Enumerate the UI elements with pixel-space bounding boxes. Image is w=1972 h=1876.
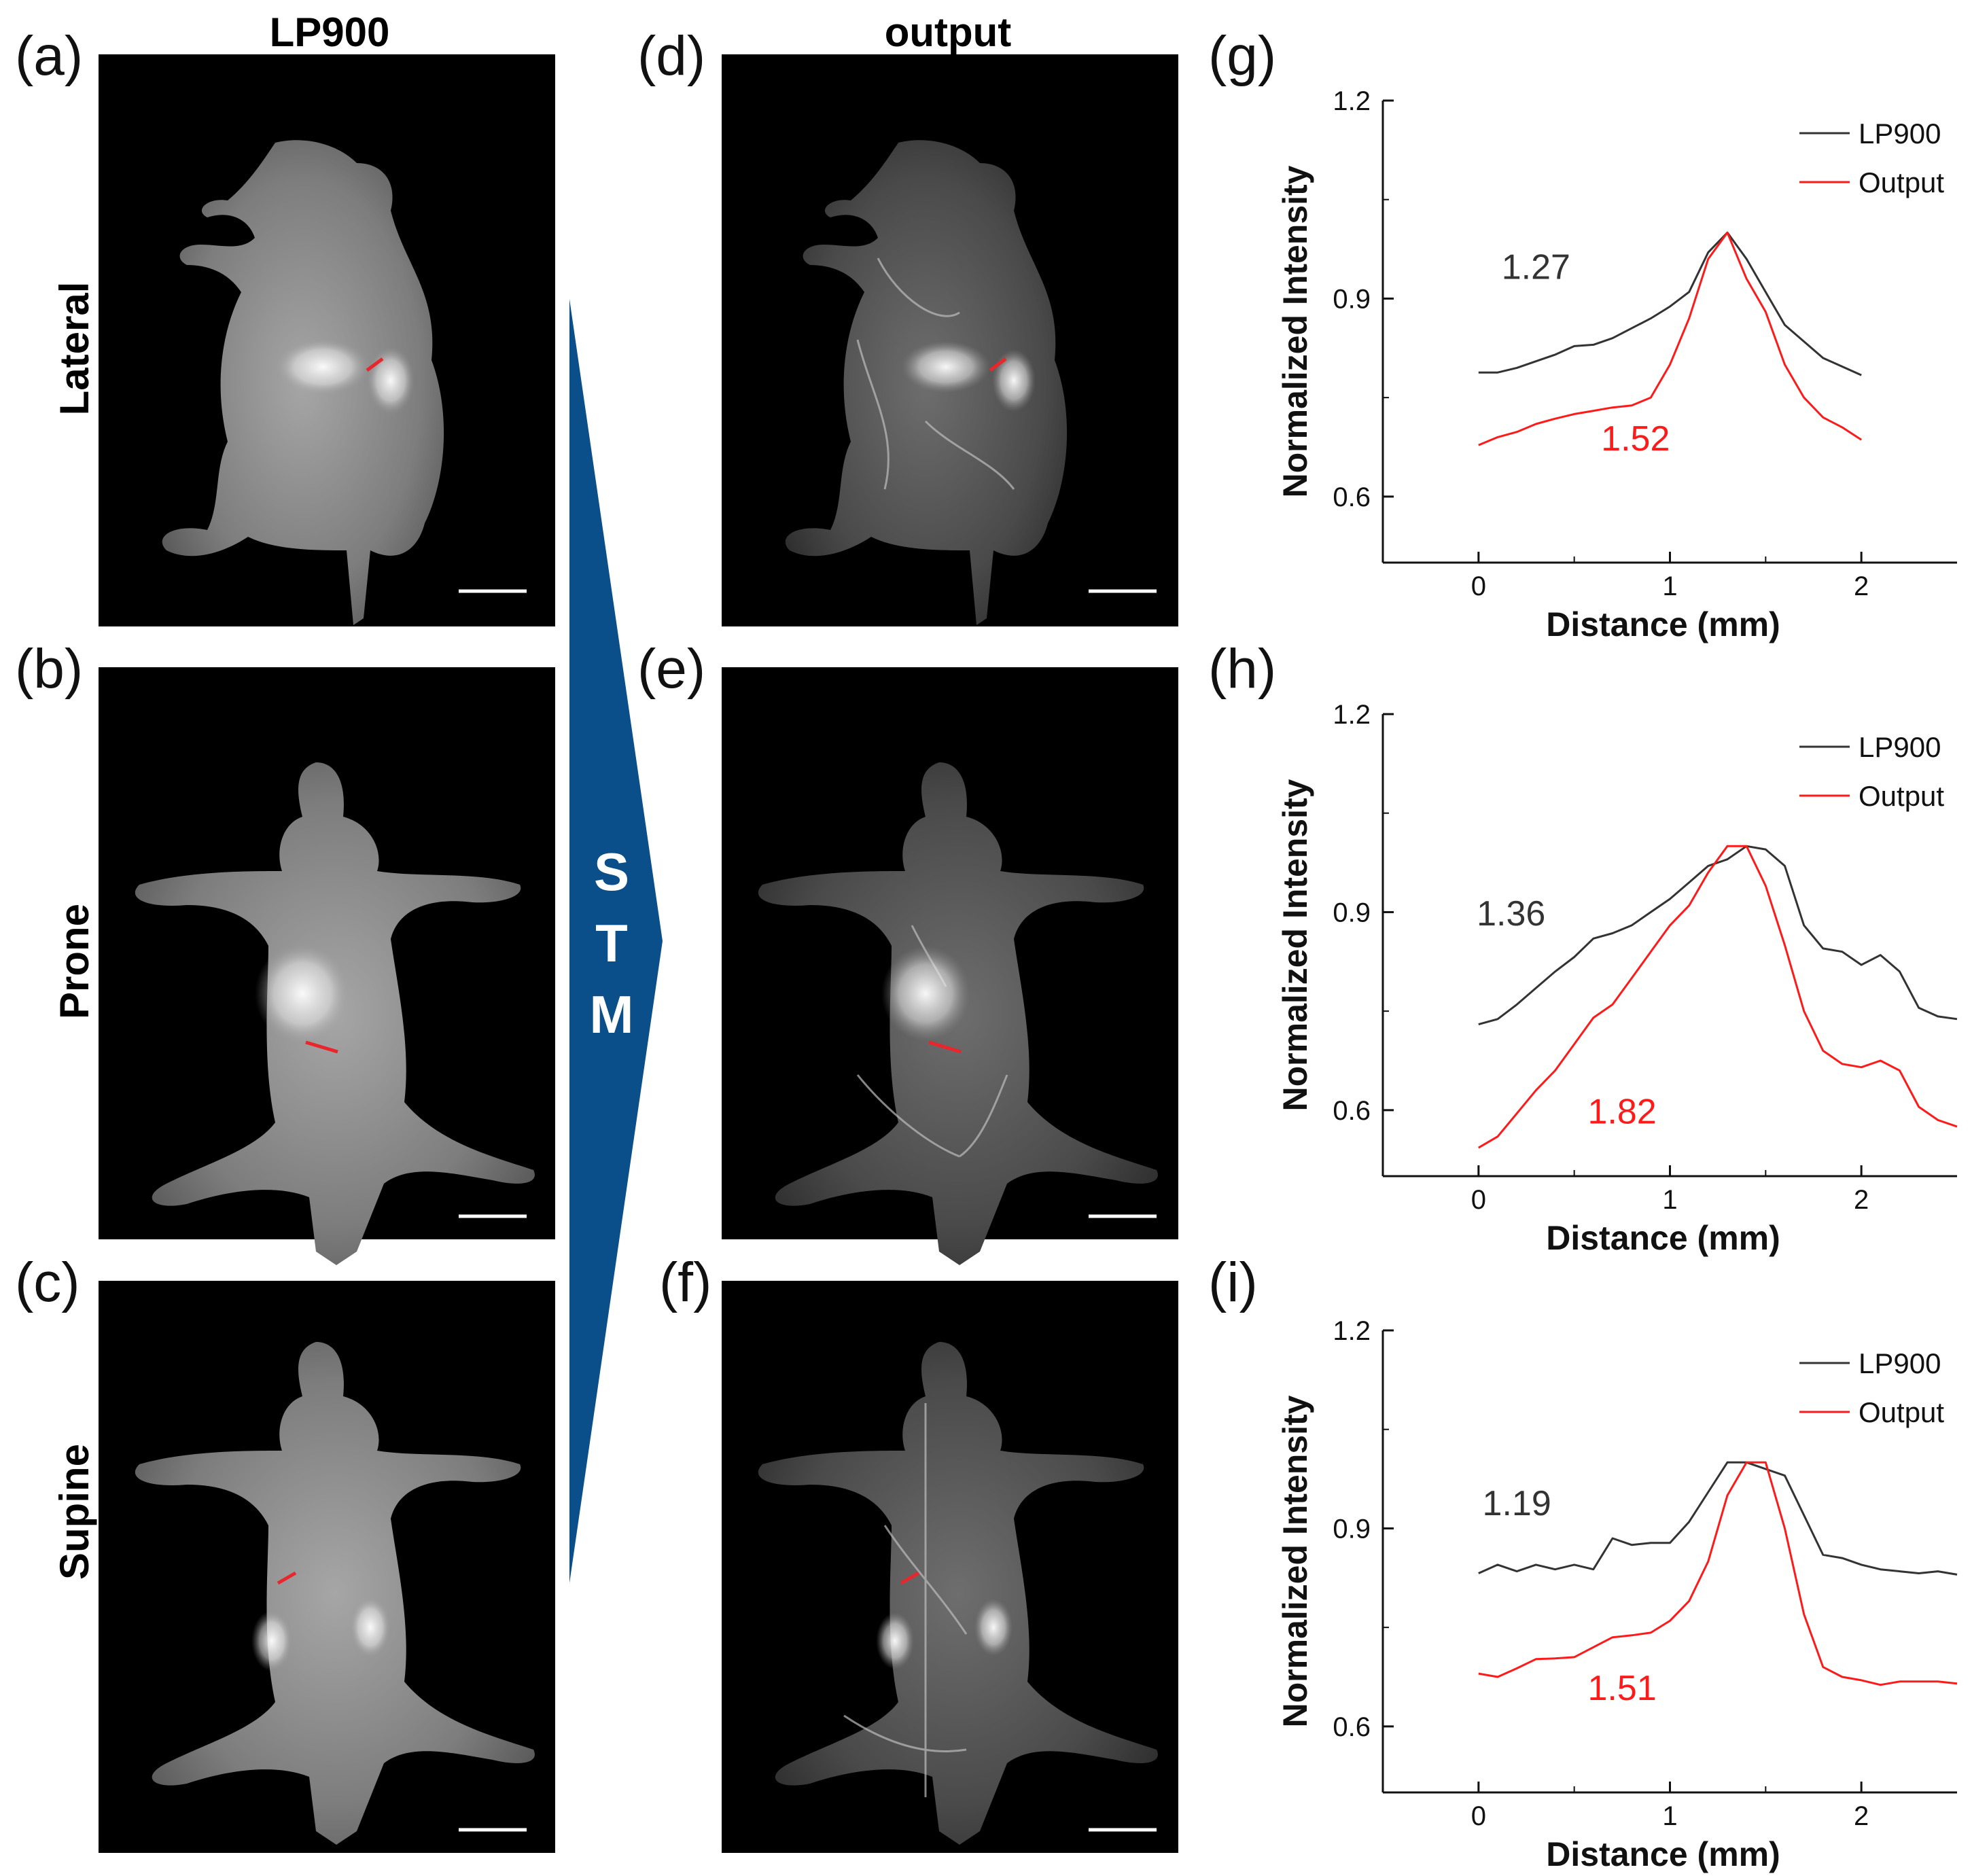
y-tick-label: 0.6 [1333,1712,1371,1742]
y-tick-label: 1.2 [1333,86,1371,116]
panel-label-c: (c) [15,1252,80,1313]
panel-label-e: (e) [637,638,705,700]
image-prone-lp900 [99,667,555,1265]
y-tick-label: 1.2 [1333,700,1371,730]
panel-label-a: (a) [15,25,83,87]
x-tick-label: 1 [1662,571,1677,601]
panel-label-f: (f) [659,1252,711,1313]
annotation-value: 1.51 [1587,1669,1656,1708]
series-line-lp900 [1478,1461,1958,1576]
row-title-prone: Prone [52,904,97,1019]
x-tick-label: 0 [1471,1801,1486,1831]
y-axis-title: Normalized Intensity [1276,779,1314,1111]
x-tick-label: 2 [1854,1801,1869,1831]
x-tick-label: 2 [1854,1185,1869,1215]
image-lateral-lp900 [99,54,555,626]
x-axis-title: Distance (mm) [1546,1835,1780,1873]
panel-label-h: (h) [1208,638,1276,700]
legend-label: LP900 [1859,118,1941,149]
y-tick-label: 0.6 [1333,482,1371,512]
series-line-output [1478,1461,1958,1686]
y-tick-label: 0.9 [1333,898,1371,927]
panel-label-g: (g) [1208,25,1276,87]
stm-letter-m: M [590,985,634,1044]
y-tick-label: 1.2 [1333,1316,1371,1346]
y-axis-title: Normalized Intensity [1276,165,1314,497]
image-lateral-output [722,54,1178,626]
series-line-lp900 [1478,231,1862,376]
y-tick-label: 0.9 [1333,284,1371,314]
chart-h: 0.6 0.9 1.2 0 1 2 Distance (mm) Normalized Inte… [1276,700,1958,1257]
x-tick-label: 0 [1471,571,1486,601]
legend-label: Output [1859,1396,1944,1428]
annotation-value: 1.19 [1483,1484,1551,1523]
annotation-value: 1.52 [1601,419,1670,459]
annotation-value: 1.82 [1587,1092,1656,1131]
series-line-output [1478,231,1863,446]
profile-marker [305,1040,338,1054]
x-axis-title: Distance (mm) [1546,1219,1780,1257]
x-axis-title: Distance (mm) [1546,605,1780,643]
column-title-left: LP900 [270,10,390,55]
legend-label: Output [1859,166,1944,198]
row-title-lateral: Lateral [52,282,97,416]
series-line-lp900 [1478,845,1958,1026]
column-title-middle: output [885,10,1012,55]
legend-label: Output [1859,780,1944,812]
panel-label-b: (b) [15,638,83,700]
image-prone-output [722,667,1178,1265]
chart-i: 0.6 0.9 1.2 0 1 2 Distance (mm) Normalized Inte… [1276,1316,1958,1873]
x-tick-label: 1 [1662,1801,1677,1831]
row-title-supine: Supine [52,1444,97,1580]
panel-label-i: (i) [1208,1252,1258,1313]
y-tick-label: 0.6 [1333,1096,1371,1126]
stm-arrow [569,299,663,1583]
profile-marker [989,357,1007,372]
legend-label: LP900 [1859,731,1941,763]
legend-label: LP900 [1859,1347,1941,1379]
x-tick-label: 2 [1854,571,1869,601]
image-supine-lp900 [99,1281,555,1853]
stm-letter-t: T [595,913,628,973]
panel-label-d: (d) [637,25,705,87]
x-tick-label: 0 [1471,1185,1486,1215]
annotation-value: 1.27 [1502,247,1570,287]
profile-marker [928,1040,962,1054]
image-supine-output [722,1281,1178,1853]
x-tick-label: 1 [1662,1185,1677,1215]
stm-letter-s: S [594,842,629,902]
chart-g: 0.6 0.9 1.2 0 1 2 Distance (mm) Normalized Inte… [1276,86,1957,643]
profile-marker [900,1571,920,1585]
annotation-value: 1.36 [1477,894,1545,934]
profile-marker [366,357,384,372]
y-axis-title: Normalized Intensity [1276,1395,1314,1727]
profile-marker [277,1571,297,1585]
series-line-output [1478,845,1958,1149]
y-tick-label: 0.9 [1333,1514,1371,1544]
